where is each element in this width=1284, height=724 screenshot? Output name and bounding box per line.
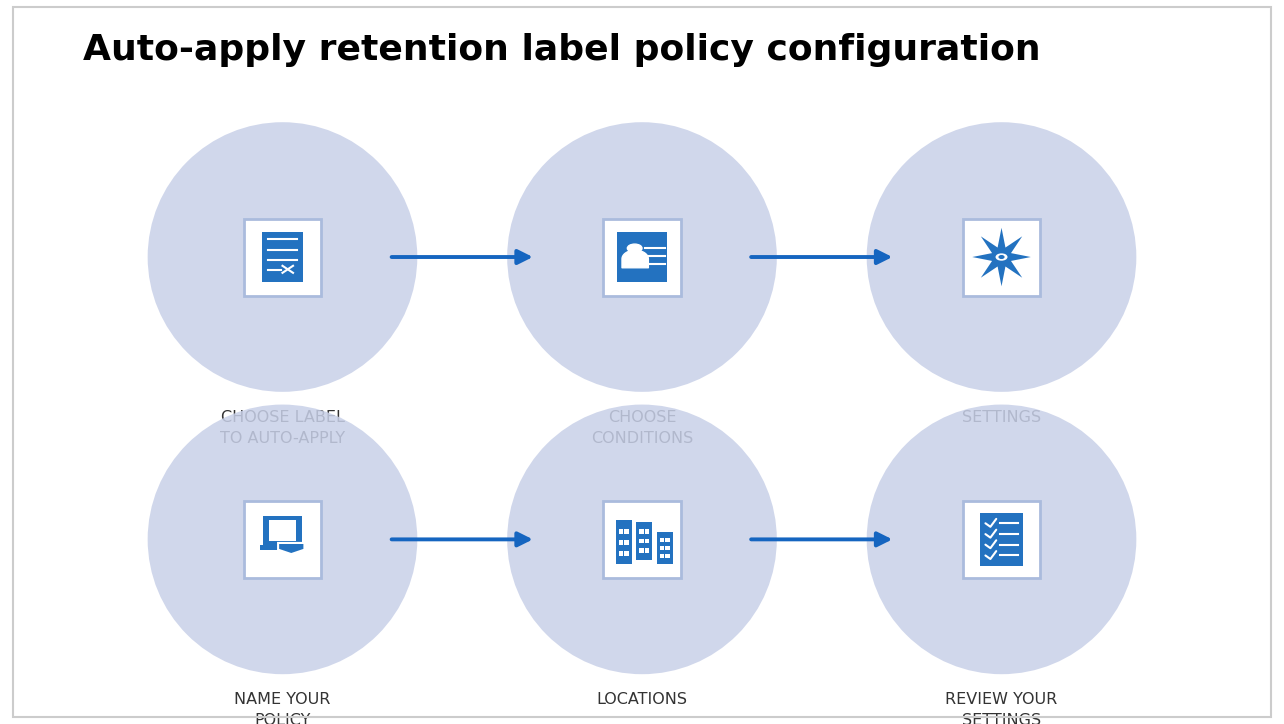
Bar: [624, 539, 629, 545]
Text: SETTINGS: SETTINGS: [962, 410, 1041, 425]
Bar: [660, 546, 664, 550]
FancyBboxPatch shape: [259, 545, 306, 550]
Ellipse shape: [507, 405, 777, 674]
FancyBboxPatch shape: [603, 219, 681, 295]
FancyBboxPatch shape: [980, 513, 1023, 565]
FancyBboxPatch shape: [963, 501, 1040, 578]
Text: CHOOSE LABEL
TO AUTO-APPLY: CHOOSE LABEL TO AUTO-APPLY: [220, 410, 345, 446]
Bar: [624, 529, 629, 534]
FancyBboxPatch shape: [603, 501, 681, 578]
Bar: [624, 551, 629, 556]
Bar: [615, 521, 632, 564]
Text: CHOOSE
CONDITIONS: CHOOSE CONDITIONS: [591, 410, 693, 446]
Bar: [665, 555, 670, 558]
Bar: [619, 529, 623, 534]
FancyBboxPatch shape: [262, 232, 303, 282]
Polygon shape: [972, 228, 1031, 286]
FancyBboxPatch shape: [618, 232, 666, 282]
Bar: [660, 555, 664, 558]
FancyBboxPatch shape: [244, 219, 321, 295]
Bar: [636, 522, 652, 560]
Circle shape: [996, 254, 1007, 260]
FancyBboxPatch shape: [270, 521, 295, 541]
FancyBboxPatch shape: [263, 516, 302, 545]
Bar: [660, 538, 664, 542]
Circle shape: [999, 256, 1004, 258]
Polygon shape: [279, 543, 304, 554]
Bar: [645, 529, 650, 534]
Ellipse shape: [507, 122, 777, 392]
Text: LOCATIONS: LOCATIONS: [597, 692, 687, 707]
Text: REVIEW YOUR
SETTINGS: REVIEW YOUR SETTINGS: [945, 692, 1058, 724]
Bar: [619, 551, 623, 556]
Bar: [639, 539, 643, 543]
Ellipse shape: [148, 405, 417, 674]
Bar: [645, 548, 650, 552]
Bar: [665, 538, 670, 542]
Bar: [645, 539, 650, 543]
Bar: [639, 529, 643, 534]
Ellipse shape: [867, 405, 1136, 674]
Ellipse shape: [867, 122, 1136, 392]
Bar: [665, 546, 670, 550]
Text: Auto-apply retention label policy configuration: Auto-apply retention label policy config…: [83, 33, 1041, 67]
FancyBboxPatch shape: [963, 219, 1040, 295]
Bar: [639, 548, 643, 552]
Ellipse shape: [148, 122, 417, 392]
Bar: [656, 532, 673, 564]
Circle shape: [628, 244, 642, 253]
Text: NAME YOUR
POLICY: NAME YOUR POLICY: [234, 692, 331, 724]
Bar: [619, 539, 623, 545]
FancyBboxPatch shape: [244, 501, 321, 578]
